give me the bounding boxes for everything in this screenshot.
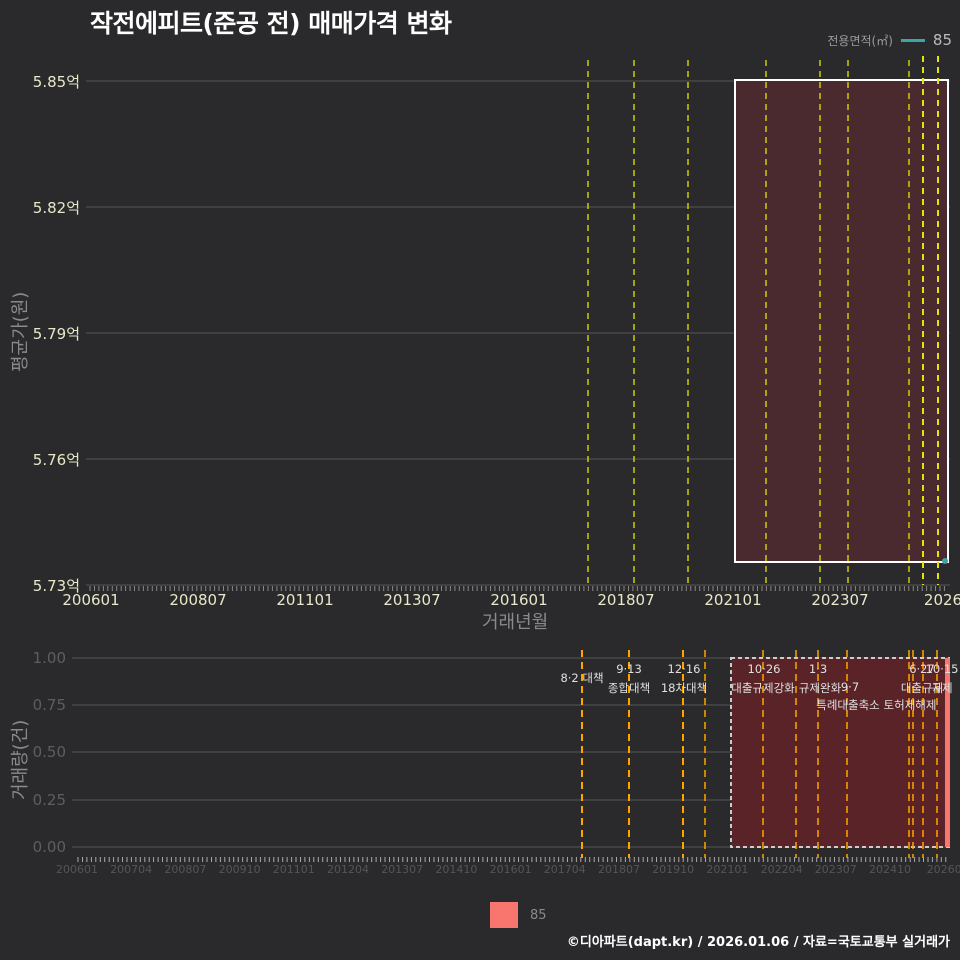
x-tick: 2026 bbox=[923, 591, 960, 609]
y-tick: 0.50 bbox=[32, 743, 66, 761]
legend-line-swatch bbox=[900, 38, 925, 42]
annotation: 종합대책 bbox=[607, 681, 651, 695]
x-tick: 200807 bbox=[164, 863, 207, 876]
policy-vlines bbox=[587, 56, 939, 585]
legend-swatch bbox=[490, 902, 518, 928]
annotation: 규제 bbox=[931, 681, 953, 695]
x-tick: 201204 bbox=[327, 863, 369, 876]
legend-top: 전용면적(㎡) 85 bbox=[827, 31, 952, 49]
x-tick: 201101 bbox=[276, 591, 334, 609]
annotation: 6·27 bbox=[909, 662, 935, 676]
x-tick: 201307 bbox=[381, 863, 424, 876]
footer-credit: ©디아파트(dapt.kr) / 2026.01.06 / 자료=국토교통부 실… bbox=[566, 935, 950, 950]
annotation: 규제완화 bbox=[798, 681, 842, 695]
legend-title: 전용면적(㎡) bbox=[827, 33, 893, 48]
x-axis-label: 거래년월 bbox=[482, 612, 549, 633]
volume-chart bbox=[72, 650, 950, 862]
x-tick: 202307 bbox=[811, 591, 869, 609]
volume-bar bbox=[945, 658, 950, 847]
annotation: 10·26 bbox=[747, 662, 781, 676]
x-tick: 202307 bbox=[814, 863, 857, 876]
x-minor-ticks bbox=[89, 586, 945, 591]
annotation: 1·3 bbox=[808, 662, 828, 676]
x-tick: 201807 bbox=[597, 591, 655, 609]
y-tick: 0.75 bbox=[32, 696, 66, 714]
y-axis-label: 평균가(원) bbox=[10, 291, 31, 372]
x-tick: 201410 bbox=[435, 863, 478, 876]
x-minor-ticks bbox=[77, 857, 947, 862]
legend-label: 85 bbox=[530, 907, 547, 923]
x-tick: 200807 bbox=[169, 591, 227, 609]
x-tick: 201601 bbox=[489, 863, 532, 876]
x-tick: 202101 bbox=[704, 591, 762, 609]
highlight-box bbox=[734, 79, 949, 563]
annotation: 12·16 bbox=[667, 662, 701, 676]
y-tick: 1.00 bbox=[32, 649, 66, 667]
chart-title: 작전에피트(준공 전) 매매가격 변화 bbox=[90, 9, 452, 38]
y-tick: 5.82억 bbox=[32, 199, 80, 217]
x-tick: 201910 bbox=[652, 863, 695, 876]
y-tick: 5.73억 bbox=[32, 577, 80, 595]
x-tick: 20260 bbox=[926, 863, 960, 876]
y-axis-label: 거래량(건) bbox=[10, 719, 31, 800]
x-tick: 200601 bbox=[56, 863, 98, 876]
annotation: 18차대책 bbox=[660, 681, 708, 695]
x-tick: 202204 bbox=[760, 863, 803, 876]
data-point bbox=[942, 558, 948, 564]
price-chart bbox=[86, 56, 950, 591]
x-tick: 200910 bbox=[218, 863, 261, 876]
annotation: 특례대출축소 bbox=[816, 698, 880, 712]
x-tick: 201704 bbox=[543, 863, 586, 876]
x-tick: 200704 bbox=[110, 863, 153, 876]
x-tick: 202101 bbox=[706, 863, 749, 876]
y-tick: 0.25 bbox=[32, 791, 66, 809]
x-tick: 200601 bbox=[62, 591, 120, 609]
x-tick: 202410 bbox=[869, 863, 911, 876]
annotation: 토허제해제 bbox=[883, 698, 937, 712]
annotation: 대출규제강화 bbox=[731, 681, 795, 695]
legend-label: 85 bbox=[932, 31, 952, 49]
annotation: 9·7 bbox=[840, 680, 860, 694]
y-tick: 0.00 bbox=[32, 838, 66, 856]
annotation: 대출규제 bbox=[900, 681, 944, 695]
x-tick: 201307 bbox=[383, 591, 441, 609]
y-tick: 5.76억 bbox=[32, 451, 80, 469]
x-tick: 201601 bbox=[490, 591, 548, 609]
annotation: 10·15 bbox=[925, 662, 959, 676]
x-tick: 201807 bbox=[598, 863, 640, 876]
x-tick: 201101 bbox=[272, 863, 315, 876]
policy-vlines bbox=[581, 650, 938, 858]
legend-bottom: 85 bbox=[490, 902, 547, 928]
y-tick: 5.85억 bbox=[32, 73, 80, 91]
y-tick: 5.79억 bbox=[32, 325, 80, 343]
annotation: 8·2 대책 bbox=[560, 671, 604, 685]
annotation: 9·13 bbox=[616, 662, 642, 676]
